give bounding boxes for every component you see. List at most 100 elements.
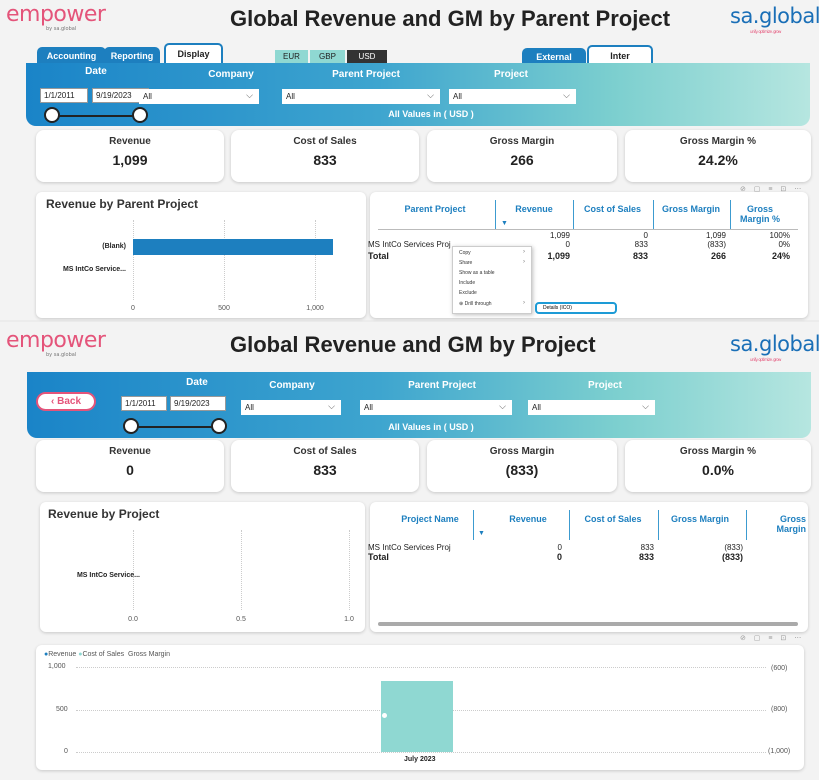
tab-inter-company[interactable]: Inter Company xyxy=(587,45,653,79)
currency-usd[interactable]: USD xyxy=(347,50,387,63)
kpi-value: 833 xyxy=(313,152,337,168)
bar-label: MS IntCo Service... xyxy=(76,572,140,579)
column-separator xyxy=(653,200,654,230)
chevron-down-icon: ⌵ xyxy=(246,90,253,100)
column-header-cost-of-sales[interactable]: Cost of Sales xyxy=(584,514,642,524)
legend-revenue[interactable]: ●Revenue xyxy=(44,651,77,658)
context-menu-drill-through[interactable]: ⊕ Drill through xyxy=(459,301,492,307)
column-separator xyxy=(473,510,474,540)
parent-project-label: Parent Project xyxy=(408,380,476,391)
column-header-gross-margin[interactable]: Gross Margin xyxy=(670,514,729,524)
table-cell: 833 xyxy=(634,240,648,249)
total-cell: (833) xyxy=(721,552,743,562)
bottom-report: empower by sa.global Global Revenue and G… xyxy=(0,322,819,780)
total-cell: 0 xyxy=(556,552,562,562)
bar-label: (Blank) xyxy=(102,243,126,250)
date-from-input[interactable]: 1/1/2011 xyxy=(121,396,167,411)
parent-project-dropdown[interactable]: All ⌵ xyxy=(282,89,440,104)
sort-desc-icon[interactable]: ▼ xyxy=(478,530,485,537)
table-cell: (833) xyxy=(707,240,726,249)
currency-eur[interactable]: EUR xyxy=(275,50,308,63)
company-dropdown[interactable]: All ⌵ xyxy=(139,89,259,104)
column-separator xyxy=(658,510,659,540)
table-cell-name[interactable]: MS IntCo Services Proj xyxy=(368,240,451,249)
project-dropdown[interactable]: All ⌵ xyxy=(449,89,576,104)
sort-desc-icon[interactable]: ▼ xyxy=(501,220,508,227)
total-cell: 24% xyxy=(771,251,790,261)
project-dropdown[interactable]: All ⌵ xyxy=(528,400,655,415)
company-dropdown[interactable]: All ⌵ xyxy=(241,400,341,415)
table-cell-name[interactable]: MS IntCo Services Proj xyxy=(368,543,451,552)
context-menu-include[interactable]: Include xyxy=(459,280,476,286)
visual-header-icons[interactable]: ⊘ ▢ ≡ ⊡ ⋯ xyxy=(740,186,805,193)
kpi-label: Gross Margin % xyxy=(679,136,757,147)
total-cell: 1,099 xyxy=(547,251,570,261)
back-button[interactable]: ‹ Back xyxy=(36,392,96,411)
chevron-right-icon: › xyxy=(523,249,525,255)
y-right-tick: (1,000) xyxy=(768,748,791,755)
kpi-revenue: Revenue 1,099 xyxy=(36,130,224,182)
bar[interactable] xyxy=(381,681,453,752)
visual-header-icons[interactable]: ⊘ ▢ ≡ ⊡ ⋯ xyxy=(740,635,805,642)
kpi-label: Revenue xyxy=(109,446,151,457)
context-menu-show-as-table[interactable]: Show as a table xyxy=(459,270,495,276)
column-separator xyxy=(495,200,496,230)
context-menu-share[interactable]: Share xyxy=(459,260,473,266)
project-value: All xyxy=(532,403,541,412)
date-to-input[interactable]: 9/19/2023 xyxy=(92,88,149,103)
x-tick: July 2023 xyxy=(404,756,436,763)
tab-reporting[interactable]: Reporting xyxy=(104,47,160,65)
date-from-input[interactable]: 1/1/2011 xyxy=(40,88,88,103)
legend-cost-of-sales[interactable]: ●Cost of Sales xyxy=(78,651,125,658)
kpi-gross-margin: Gross Margin (833) xyxy=(427,440,617,492)
column-separator xyxy=(573,200,574,230)
horizontal-scrollbar[interactable] xyxy=(378,622,798,626)
company-value: All xyxy=(143,92,152,101)
grid-line xyxy=(133,530,134,610)
kpi-cost-of-sales: Cost of Sales 833 xyxy=(231,440,419,492)
grid-line xyxy=(76,752,766,753)
all-values-note: All Values in ( USD ) xyxy=(388,109,474,119)
column-header-gross-margin-pct[interactable]: Gross Margin xyxy=(776,514,806,534)
column-header-revenue[interactable]: Revenue xyxy=(515,204,553,214)
bar[interactable] xyxy=(133,239,334,255)
date-slider-end-handle[interactable] xyxy=(211,418,227,434)
x-tick: 1.0 xyxy=(344,616,354,623)
date-slider-end-handle[interactable] xyxy=(132,107,148,123)
chevron-right-icon: › xyxy=(523,300,525,306)
column-header-gross-margin-pct[interactable]: Gross Margin % xyxy=(739,204,780,224)
date-slider-track xyxy=(52,115,140,117)
all-values-note: All Values in ( USD ) xyxy=(388,422,474,432)
context-menu-copy[interactable]: Copy xyxy=(459,250,471,256)
revenue-cos-gm-combo-chart: ●Revenue ●Cost of Sales Gross Margin 1,0… xyxy=(36,645,804,770)
legend-gross-margin[interactable]: Gross Margin xyxy=(128,651,171,658)
saglobal-logo: sa.global unify. optimize. grow xyxy=(730,332,819,362)
line-point[interactable] xyxy=(382,713,387,718)
total-label: Total xyxy=(368,251,389,261)
date-to-input[interactable]: 9/19/2023 xyxy=(170,396,226,411)
company-value: All xyxy=(245,403,254,412)
tab-external[interactable]: External xyxy=(522,48,586,66)
currency-gbp[interactable]: GBP xyxy=(310,50,345,63)
y-right-tick: (800) xyxy=(771,706,788,713)
grid-line xyxy=(76,667,766,668)
back-label: Back xyxy=(57,396,81,407)
column-header-gross-margin[interactable]: Gross Margin xyxy=(661,204,720,214)
total-cell: 833 xyxy=(632,251,648,261)
parent-project-dropdown[interactable]: All ⌵ xyxy=(360,400,512,415)
date-slider-start-handle[interactable] xyxy=(44,107,60,123)
grid-line xyxy=(133,220,134,300)
column-header-project-name[interactable]: Project Name xyxy=(401,514,459,524)
filter-band: ‹ Back Date 1/1/2011 9/19/2023 Company A… xyxy=(27,372,811,438)
drill-target-label: Details (ICO) xyxy=(543,305,572,311)
column-header-revenue[interactable]: Revenue xyxy=(509,514,547,524)
date-slider-start-handle[interactable] xyxy=(123,418,139,434)
tab-accounting[interactable]: Accounting xyxy=(37,47,106,65)
revenue-by-parent-project-chart: Revenue by Parent Project (Blank) MS IntC… xyxy=(36,192,366,318)
column-header-cost-of-sales[interactable]: Cost of Sales xyxy=(583,204,641,214)
table-cell: 1,099 xyxy=(705,231,726,240)
column-header-parent-project[interactable]: Parent Project xyxy=(404,204,466,214)
drill-through-details-option[interactable]: Details (ICO) xyxy=(535,302,617,314)
tab-display[interactable]: Display xyxy=(164,43,223,63)
context-menu-exclude[interactable]: Exclude xyxy=(459,290,477,296)
